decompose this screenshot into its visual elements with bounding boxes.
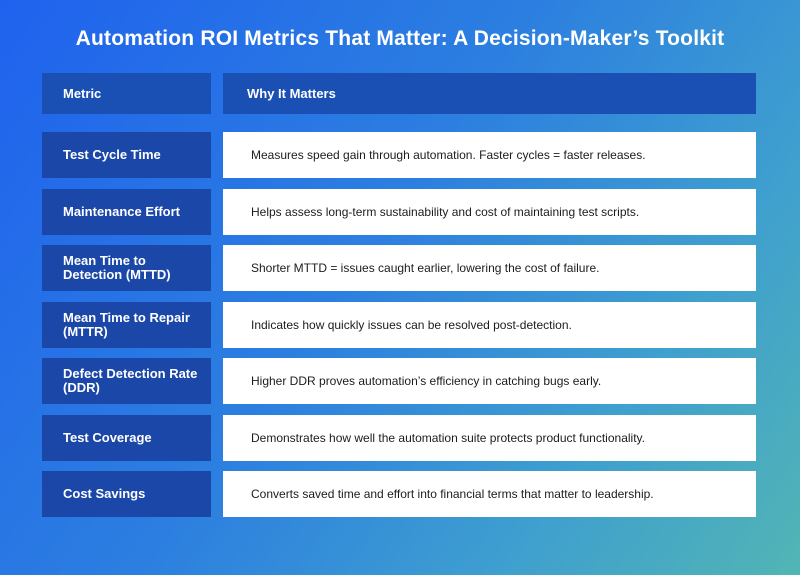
why-it-matters-cell: Higher DDR proves automation’s efficienc…: [223, 358, 756, 404]
metric-cell: Defect Detection Rate (DDR): [42, 358, 211, 404]
table-row: Defect Detection Rate (DDR) Higher DDR p…: [42, 358, 756, 404]
metric-cell: Mean Time to Repair (MTTR): [42, 301, 211, 348]
table-row: Test Coverage Demonstrates how well the …: [42, 414, 756, 461]
why-it-matters-cell: Demonstrates how well the automation sui…: [223, 414, 756, 461]
table-row: Mean Time to Repair (MTTR) Indicates how…: [42, 301, 756, 348]
metric-cell: Test Coverage: [42, 414, 211, 461]
why-it-matters-cell: Helps assess long-term sustainability an…: [223, 188, 756, 235]
why-it-matters-cell: Measures speed gain through automation. …: [223, 132, 756, 178]
table-row: Maintenance Effort Helps assess long-ter…: [42, 188, 756, 235]
column-header-metric: Metric: [42, 73, 211, 114]
table-row: Mean Time to Detection (MTTD) Shorter MT…: [42, 245, 756, 291]
why-it-matters-cell: Converts saved time and effort into fina…: [223, 471, 756, 517]
metrics-table: Test Cycle Time Measures speed gain thro…: [42, 132, 756, 528]
why-it-matters-cell: Shorter MTTD = issues caught earlier, lo…: [223, 245, 756, 291]
metric-cell: Cost Savings: [42, 471, 211, 517]
table-row: Cost Savings Converts saved time and eff…: [42, 471, 756, 517]
table-row: Test Cycle Time Measures speed gain thro…: [42, 132, 756, 178]
why-it-matters-cell: Indicates how quickly issues can be reso…: [223, 301, 756, 348]
metric-cell: Test Cycle Time: [42, 132, 211, 178]
column-header-why-it-matters: Why It Matters: [223, 73, 756, 114]
page-title: Automation ROI Metrics That Matter: A De…: [75, 27, 725, 50]
metric-cell: Mean Time to Detection (MTTD): [42, 245, 211, 291]
metric-cell: Maintenance Effort: [42, 188, 211, 235]
